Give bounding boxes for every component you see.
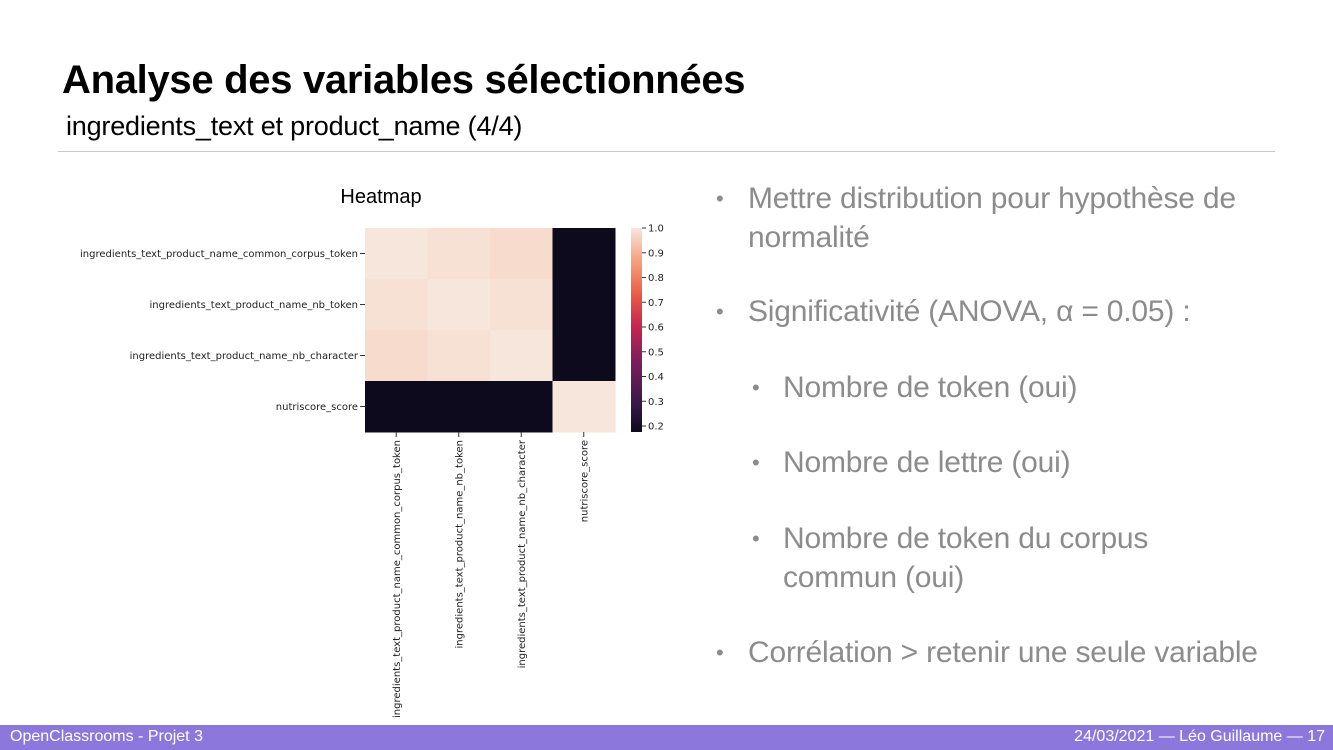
bullet-item: Nombre de lettre (oui) [783,443,1071,482]
bullet-dot: • [752,526,760,551]
col-label: ingredients_text_product_name_nb_charact… [517,439,528,668]
colorbar-tick-label: 0.3 [648,397,664,408]
colorbar-tick-label: 0.2 [648,422,664,433]
heatmap-cell [427,330,491,382]
heatmap-cell [490,279,553,331]
col-label: ingredients_text_product_name_common_cor… [392,440,403,718]
footer-left-text: OpenClassrooms - Projet 3 [10,728,203,745]
slide-title: Analyse des variables sélectionnées [62,58,746,102]
bullet-line: Nombre de token (oui) [783,371,1078,404]
heatmap-chart: ingredients_text_product_name_common_cor… [80,224,664,718]
colorbar [631,228,642,432]
bullet-line: Corrélation > retenir une seule variable [748,636,1258,669]
row-label: ingredients_text_product_name_nb_charact… [130,351,359,362]
row-label: nutriscore_score [276,402,358,413]
heatmap-cell [365,381,428,433]
heatmap-cell [427,381,491,433]
bullet-item: Mettre distribution pour hypothèse de nor… [748,179,1236,257]
colorbar-tick-label: 0.7 [648,298,664,309]
chart-title: Heatmap [340,186,422,208]
heatmap-cell [365,228,428,280]
bullet-item: Nombre de token du corpus commun (oui) [783,519,1148,597]
heatmap-cell [552,228,616,280]
bullet-dot: • [752,375,760,400]
bullet-line: Nombre de lettre (oui) [783,446,1071,479]
row-label: ingredients_text_product_name_nb_token [150,300,358,311]
col-label: ingredients_text_product_name_nb_token [454,440,465,648]
bullet-line: normalité [748,221,870,254]
colorbar-tick-label: 0.6 [648,323,664,334]
bullet-dot: • [716,640,724,665]
heatmap-cell [490,330,553,382]
heatmap-cell [552,381,616,433]
bullet-dot: • [716,299,724,324]
bullet-line: Significativité (ANOVA, α = 0.05) : [748,295,1191,328]
heatmap-cell [490,228,553,280]
colorbar-tick-label: 0.8 [648,273,664,284]
bullet-item: Nombre de token (oui) [783,368,1077,407]
footer-right-text: 24/03/2021 — Léo Guillaume — 17 [1074,728,1325,745]
heatmap-cell [490,381,553,433]
bullet-dot: • [716,186,724,211]
slide-subtitle: ingredients_text et product_name (4/4) [66,111,523,141]
heatmap-cell [427,279,491,331]
heatmap-cell [552,279,616,331]
bullet-line: commun (oui) [783,561,964,594]
bullet-item: Corrélation > retenir une seule variable [748,633,1258,672]
col-label: nutriscore_score [579,440,590,522]
colorbar-tick-label: 1.0 [648,224,664,235]
heatmap-cell [365,330,428,382]
bullet-item: Significativité (ANOVA, α = 0.05) : [748,292,1191,331]
bullet-line: Mettre distribution pour hypothèse de [748,182,1236,215]
title-divider [58,151,1275,152]
bullet-dot: • [752,450,760,475]
heatmap-cell [427,228,491,280]
heatmap-cell [365,279,428,331]
bullet-line: Nombre de token du corpus [783,522,1149,555]
heatmap-cell [552,330,616,382]
footer-bar: OpenClassrooms - Projet 3 24/03/2021 — L… [0,725,1333,750]
colorbar-tick-label: 0.9 [648,248,664,259]
colorbar-tick-label: 0.5 [648,347,664,358]
colorbar-tick-label: 0.4 [648,372,664,383]
row-label: ingredients_text_product_name_common_cor… [80,249,358,260]
